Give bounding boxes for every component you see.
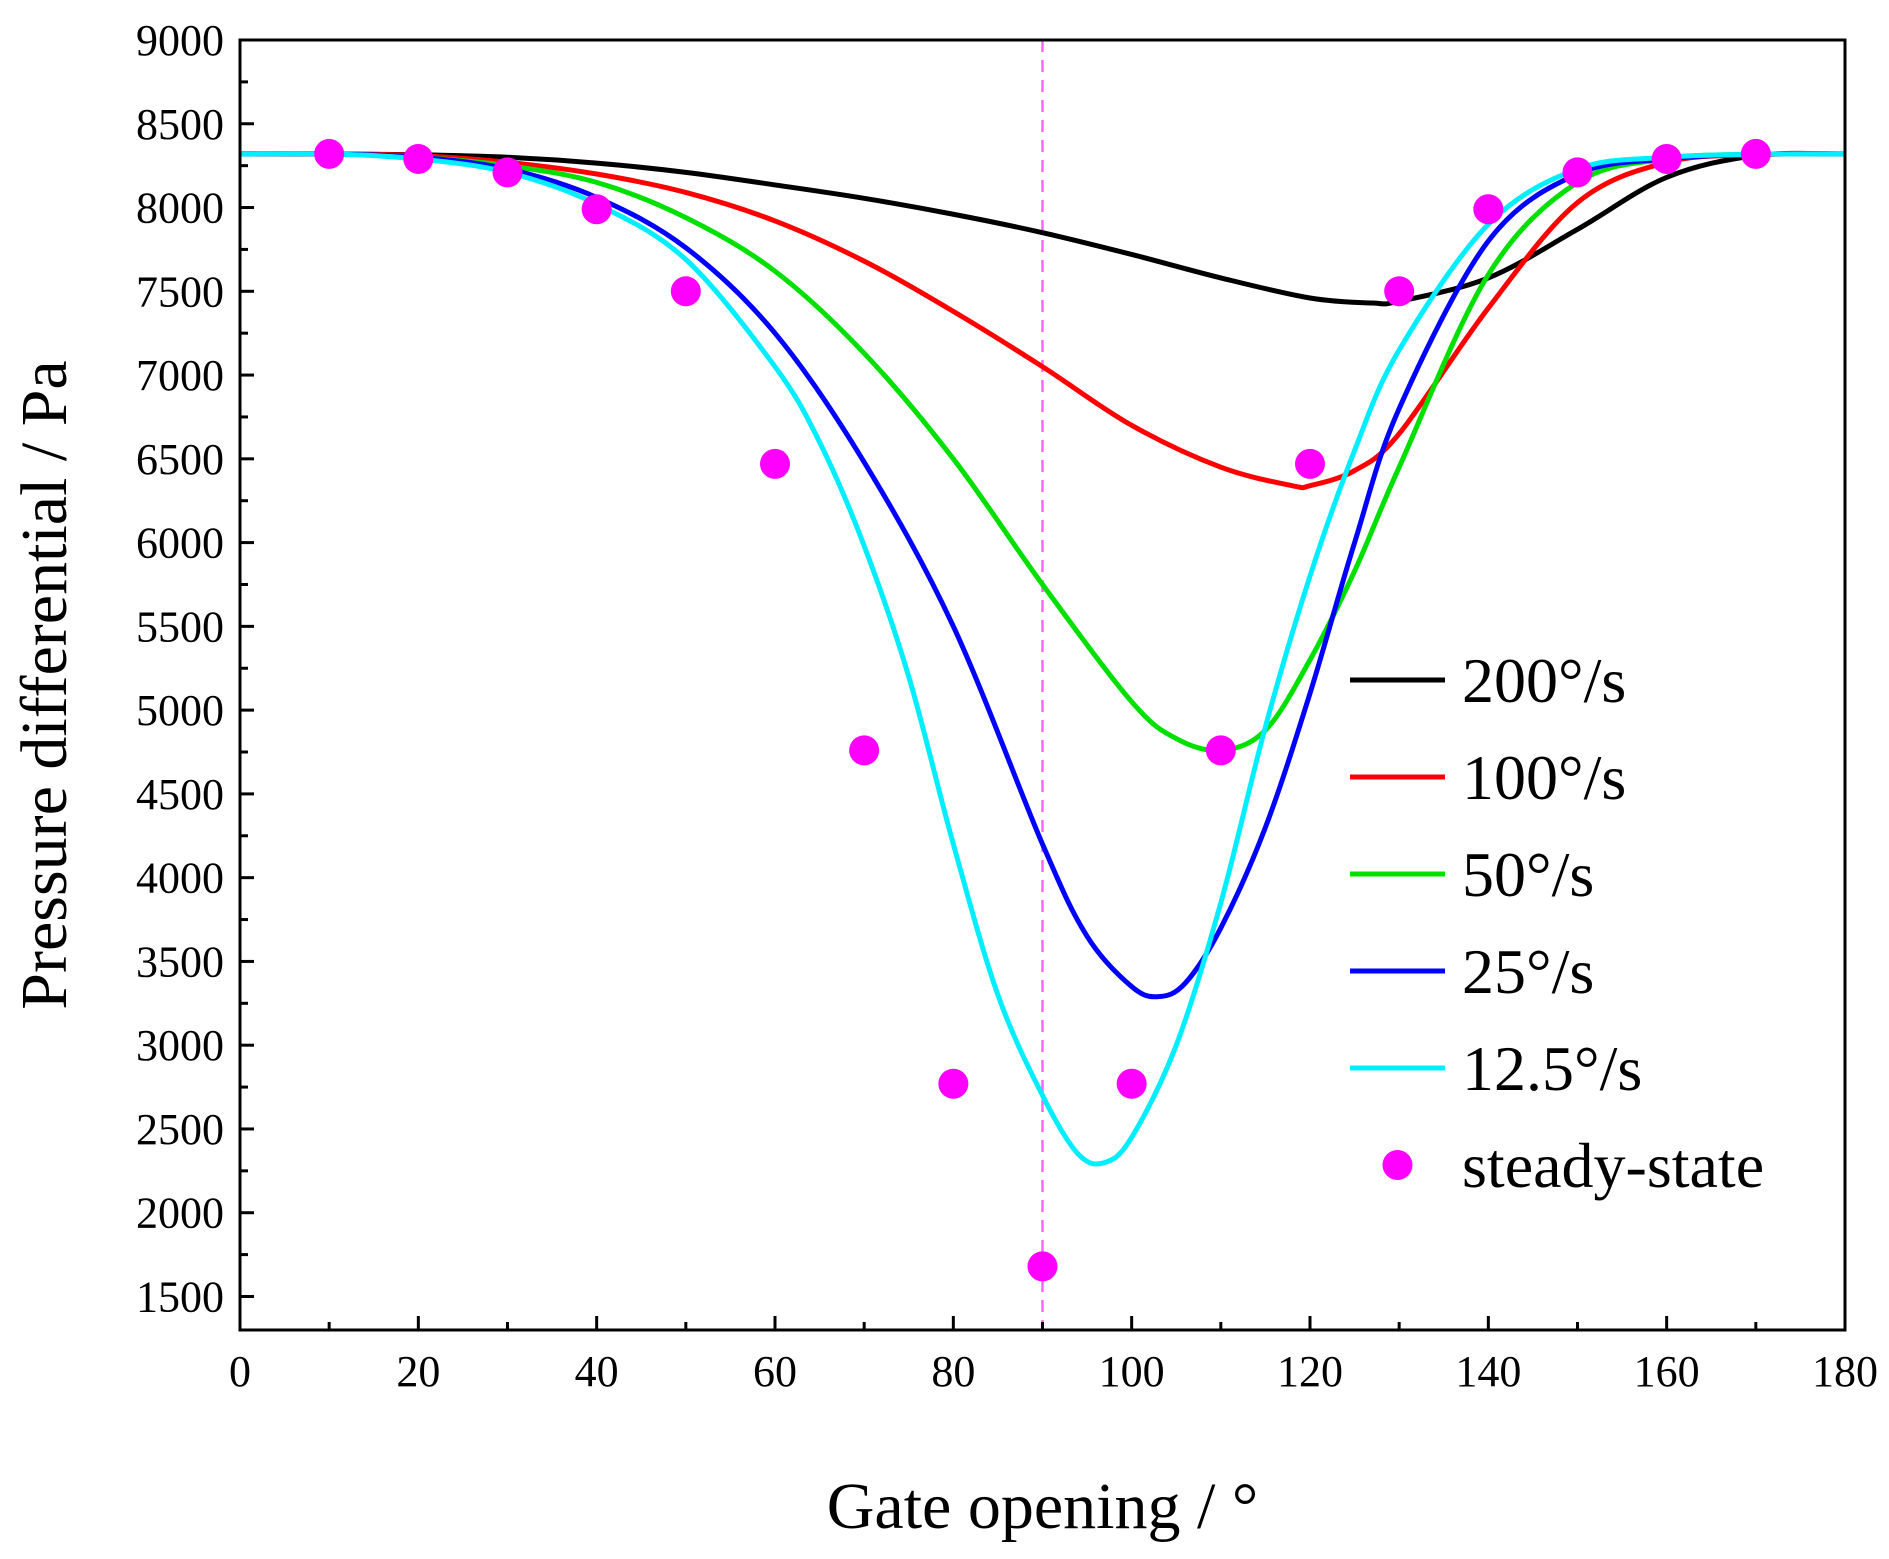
steady-state-point xyxy=(670,276,701,307)
steady-state-point xyxy=(938,1068,969,1099)
legend-label-0: 200°/s xyxy=(1462,645,1626,716)
y-tick-label: 5000 xyxy=(136,686,224,735)
x-tick-label: 120 xyxy=(1277,1347,1343,1396)
legend: 200°/s 100°/s 50°/s 25°/s 12.5°/s steady-stat… xyxy=(1350,645,1764,1201)
x-tick-label: 0 xyxy=(229,1347,251,1396)
steady-state-point xyxy=(1651,143,1682,174)
y-tick-label: 7000 xyxy=(136,351,224,400)
steady-state-point xyxy=(314,138,345,169)
x-tick-label: 180 xyxy=(1812,1347,1878,1396)
x-axis-title: Gate opening / ° xyxy=(827,1470,1258,1543)
legend-label-1: 100°/s xyxy=(1462,742,1626,813)
steady-state-point xyxy=(849,735,880,766)
x-tick-label: 160 xyxy=(1634,1347,1700,1396)
steady-state-point xyxy=(403,143,434,174)
y-tick-label: 6500 xyxy=(136,435,224,484)
y-tick-label: 4000 xyxy=(136,854,224,903)
y-axis-title: Pressure differential / Pa xyxy=(8,360,81,1009)
y-tick-label: 1500 xyxy=(136,1272,224,1321)
y-tick-label: 3500 xyxy=(136,937,224,986)
steady-state-point xyxy=(1027,1251,1058,1282)
y-tick-label: 4500 xyxy=(136,770,224,819)
steady-state-point xyxy=(1740,138,1771,169)
steady-state-point xyxy=(1205,735,1236,766)
steady-state-point xyxy=(1295,448,1325,479)
series-line-1 xyxy=(239,151,1846,491)
steady-state-point xyxy=(581,194,612,225)
y-tick-label: 2000 xyxy=(136,1189,224,1238)
y-tick-label: 9000 xyxy=(136,16,224,65)
x-tick-label: 100 xyxy=(1099,1347,1165,1396)
series-line-0 xyxy=(239,150,1846,307)
y-tick-label: 5500 xyxy=(136,602,224,651)
steady-state-point xyxy=(1116,1068,1147,1099)
y-tick-label: 2500 xyxy=(136,1105,224,1154)
y-tick-label: 8000 xyxy=(136,184,224,233)
steady-state-points-layer xyxy=(314,138,1771,1282)
steady-state-point xyxy=(492,157,523,188)
x-tick-label: 20 xyxy=(396,1347,440,1396)
legend-label-4: 12.5°/s xyxy=(1462,1033,1642,1104)
series-line-4 xyxy=(239,151,1846,1167)
y-tick-label: 7500 xyxy=(136,267,224,316)
x-tick-label: 80 xyxy=(931,1347,975,1396)
axis-ticks-layer: 0 20 40 60 80 100 120 140 160 180 1500 2000 2500 3000… xyxy=(136,16,1878,1396)
steady-state-point xyxy=(1562,157,1593,188)
x-tick-label: 40 xyxy=(575,1347,619,1396)
y-tick-label: 3000 xyxy=(136,1021,224,1070)
series-line-2 xyxy=(239,151,1846,754)
steady-state-point xyxy=(1384,276,1415,307)
x-tick-label: 60 xyxy=(753,1347,797,1396)
steady-state-point xyxy=(760,448,790,479)
legend-label-2: 50°/s xyxy=(1462,839,1594,910)
legend-swatch-steady-state xyxy=(1382,1150,1413,1180)
y-tick-label: 6000 xyxy=(136,519,224,568)
steady-state-point xyxy=(1473,194,1504,225)
x-tick-label: 140 xyxy=(1455,1347,1521,1396)
y-tick-label: 8500 xyxy=(136,100,224,149)
legend-label-steady-state: steady-state xyxy=(1462,1130,1764,1201)
legend-label-3: 25°/s xyxy=(1462,936,1594,1007)
